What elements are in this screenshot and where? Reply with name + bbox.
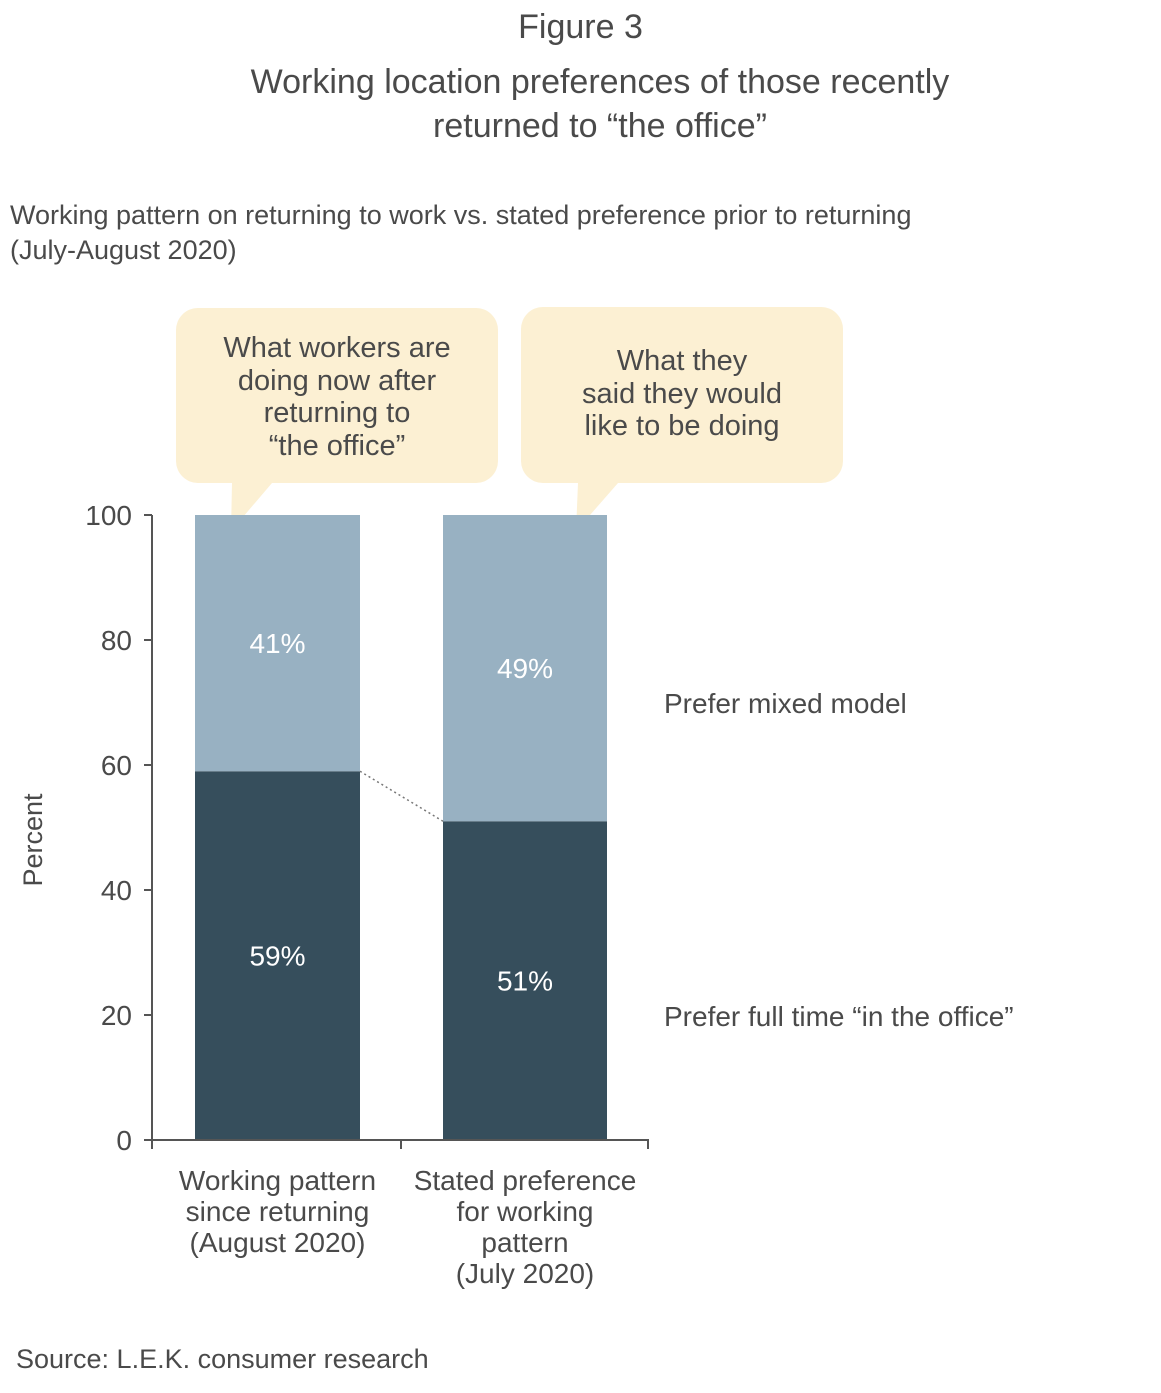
bar-data-label: 59%	[249, 941, 305, 972]
y-tick-label: 80	[101, 625, 132, 656]
callout-text-line: What they	[617, 345, 748, 377]
legend-label: Prefer mixed model	[664, 688, 907, 719]
callout-text-line: doing now after	[238, 365, 437, 397]
bar-segment	[195, 771, 360, 1140]
bar-data-label: 49%	[497, 653, 553, 684]
y-tick-label: 0	[116, 1125, 132, 1156]
callout-text-line: like to be doing	[584, 410, 779, 442]
x-category-label: (July 2020)	[456, 1258, 595, 1289]
y-tick-label: 20	[101, 1000, 132, 1031]
x-category-label: pattern	[481, 1227, 568, 1258]
callout-bg	[176, 308, 498, 483]
x-category-label: Stated preference	[414, 1165, 637, 1196]
callout-bg	[521, 307, 843, 483]
x-category-label: (August 2020)	[190, 1227, 366, 1258]
bar-segment	[443, 821, 607, 1140]
bar-data-label: 41%	[249, 628, 305, 659]
callout-text-line: returning to	[264, 397, 411, 429]
chart-title: Working location preferences of those re…	[250, 63, 950, 145]
callout-text-line: said they would	[582, 378, 782, 410]
connector-line	[359, 770, 444, 822]
y-tick-label: 60	[101, 750, 132, 781]
y-tick-label: 40	[101, 875, 132, 906]
callout-text-line: “the office”	[269, 430, 405, 462]
y-tick-label: 100	[85, 500, 132, 531]
y-axis-title: Percent	[18, 793, 48, 887]
source-note: Source: L.E.K. consumer research	[16, 1344, 429, 1374]
x-category-label: Working pattern	[179, 1165, 376, 1196]
chart-subtitle: Working pattern on returning to work vs.…	[10, 200, 912, 265]
bar-segment	[195, 515, 360, 772]
bar-segment	[443, 515, 607, 822]
callout-text-line: What workers are	[223, 332, 450, 364]
figure-label: Figure 3	[518, 8, 643, 46]
x-category-label: since returning	[186, 1196, 370, 1227]
bar-data-label: 51%	[497, 966, 553, 997]
legend-label: Prefer full time “in the office”	[664, 1001, 1014, 1032]
x-category-label: for working	[457, 1196, 594, 1227]
